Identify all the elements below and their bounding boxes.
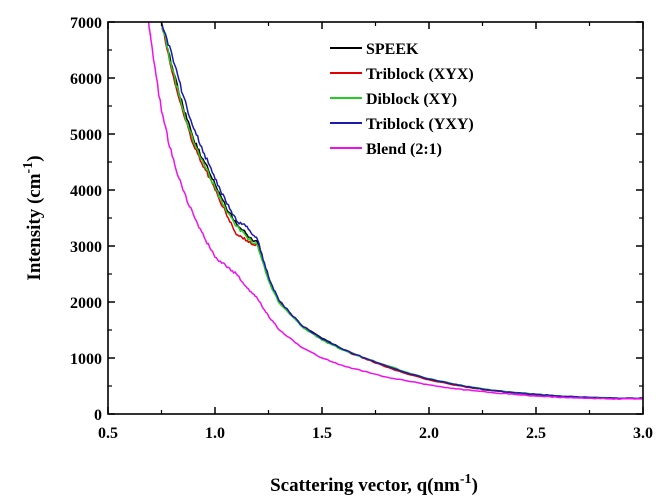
x-axis-title-sup: -1 (460, 472, 472, 487)
x-tick-label: 1.0 (205, 425, 225, 442)
series-line-blend-2-1 (147, 22, 643, 400)
x-tick-label: 0.5 (98, 425, 118, 442)
y-tick-label: 5000 (70, 127, 102, 144)
y-tick-label: 2000 (70, 295, 102, 312)
x-tick-label: 2.5 (526, 425, 546, 442)
y-tick-label: 3000 (70, 239, 102, 256)
y-tick-label: 1000 (70, 351, 102, 368)
legend: SPEEK Triblock (XYX) Diblock (XY) Triblock … (330, 41, 474, 158)
legend-label: Blend (2:1) (366, 141, 442, 158)
x-tick-label: 2.0 (419, 425, 439, 442)
legend-label: SPEEK (366, 41, 419, 58)
x-axis-title: Scattering vector, q(nm-1) (270, 472, 478, 496)
legend-label: Diblock (XY) (366, 91, 457, 108)
series-layer (147, 22, 643, 400)
y-tick-label: 4000 (70, 183, 102, 200)
series-line-triblock-yxy (160, 22, 643, 400)
x-tick-label: 3.0 (633, 425, 653, 442)
legend-label: Triblock (YXY) (366, 116, 474, 133)
x-tick-label: 1.5 (312, 425, 332, 442)
y-axis-title-main: Intensity (cm (24, 173, 45, 280)
y-axis-title-suffix: ) (24, 155, 45, 161)
legend-label: Triblock (XYX) (366, 66, 474, 83)
y-tick-label: 0 (94, 407, 102, 424)
y-tick-label: 7000 (70, 15, 102, 32)
y-axis-title: Intensity (cm-1) (21, 155, 45, 280)
x-axis-title-main: Scattering vector, q(nm (270, 475, 460, 496)
x-axis-title-suffix: ) (472, 475, 478, 496)
y-tick-label: 6000 (70, 71, 102, 88)
ticks-layer: 0.5 1.0 1.5 2.0 2.5 3.0 0 1000 2000 3000 4000 5000 6… (70, 15, 653, 442)
y-axis-title-sup: -1 (21, 162, 36, 174)
